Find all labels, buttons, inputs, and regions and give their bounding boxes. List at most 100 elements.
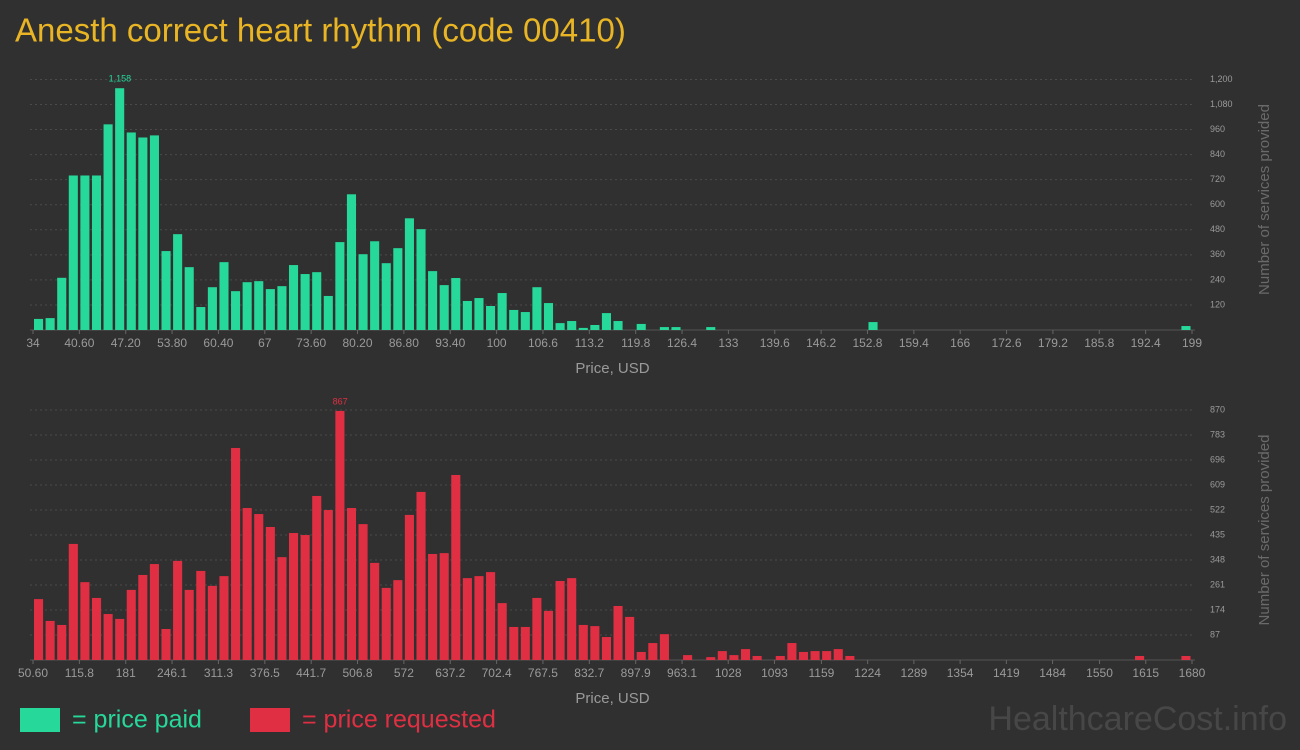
bar [300,274,310,330]
bar [34,599,44,660]
y-tick-label: 87 [1210,629,1220,639]
legend-label: = price requested [302,706,496,734]
y-tick-label: 600 [1210,199,1225,209]
x-tick-label: 34 [26,336,40,350]
bar [207,287,217,330]
bar [149,135,159,330]
x-tick-label: 166 [950,336,970,350]
bar [509,626,519,660]
bar [231,447,241,660]
bar [115,618,125,660]
bar [486,305,496,330]
bar [671,327,681,330]
legend-swatch [250,708,290,732]
bar [659,327,669,330]
y-tick-label: 609 [1210,479,1225,489]
x-tick-label: 106.6 [528,336,558,350]
bar [335,242,345,330]
bar [173,560,183,660]
x-tick-label: 126.4 [667,336,697,350]
bar [555,580,565,660]
bar [590,626,600,660]
bar [149,564,159,660]
x-tick-label: 506.8 [342,666,372,680]
x-tick-label: 441.7 [296,666,326,680]
x-tick-label: 376.5 [250,666,280,680]
bar [833,649,843,660]
x-tick-label: 50.60 [18,666,48,680]
legend-label: = price paid [72,706,202,734]
bar [775,655,785,660]
x-tick-label: 152.8 [852,336,882,350]
bar [474,576,484,660]
x-tick-label: 80.20 [343,336,373,350]
bar [636,651,646,660]
bar [91,597,102,660]
x-tick-label: 1550 [1086,666,1113,680]
bar [462,578,472,660]
bar [590,324,600,330]
value-label: 1,158 [109,74,132,84]
value-label: 867 [333,396,348,406]
bar [161,628,171,660]
watermark: HealthcareCost.info [988,700,1287,738]
bar [404,514,414,660]
bar [1135,655,1145,660]
bar [254,514,264,660]
bar [381,263,391,330]
x-tick-label: 181 [116,666,136,680]
x-tick-label: 1354 [947,666,974,680]
bar [126,132,136,330]
x-tick-label: 1615 [1132,666,1159,680]
bar [358,524,368,660]
bar [683,655,693,660]
x-tick-label: 159.4 [899,336,929,350]
y-tick-label: 720 [1210,174,1225,184]
bar [265,526,275,660]
y-tick-label: 870 [1210,404,1225,414]
bar [370,241,380,330]
bar [497,603,507,660]
bar [532,597,542,660]
x-tick-label: 192.4 [1131,336,1161,350]
bar [578,624,588,660]
x-tick-label: 1028 [715,666,742,680]
bar [219,576,229,660]
y-tick-label: 261 [1210,579,1225,589]
x-tick-label: 637.2 [435,666,465,680]
x-tick-label: 60.40 [203,336,233,350]
y-tick-label: 1,200 [1210,74,1233,84]
bar [543,303,554,330]
x-tick-label: 93.40 [435,336,465,350]
x-tick-label: 1159 [809,666,835,680]
bar [555,323,565,330]
bar [265,289,275,330]
bar [752,655,762,660]
bar [648,643,658,660]
x-tick-label: 119.8 [621,336,650,350]
bar [57,277,67,330]
bar [68,175,78,330]
x-tick-label: 67 [258,336,272,350]
bar [787,643,797,660]
bar [601,637,611,660]
x-tick-label: 53.80 [157,336,187,350]
x-tick-label: 1289 [901,666,928,680]
bar [439,553,449,660]
bar [80,175,90,330]
bar [729,655,739,660]
bar [277,286,287,330]
bar [45,318,55,330]
bar [613,321,623,330]
y-tick-label: 348 [1210,554,1225,564]
y-tick-label: 480 [1210,224,1225,234]
bar [242,282,252,330]
x-tick-label: 179.2 [1038,336,1068,350]
x-tick-label: 702.4 [482,666,512,680]
bar [300,535,310,660]
y-tick-label: 120 [1210,299,1225,309]
bar [706,327,716,330]
x-tick-label: 1224 [854,666,881,680]
x-tick-label: 146.2 [806,336,836,350]
